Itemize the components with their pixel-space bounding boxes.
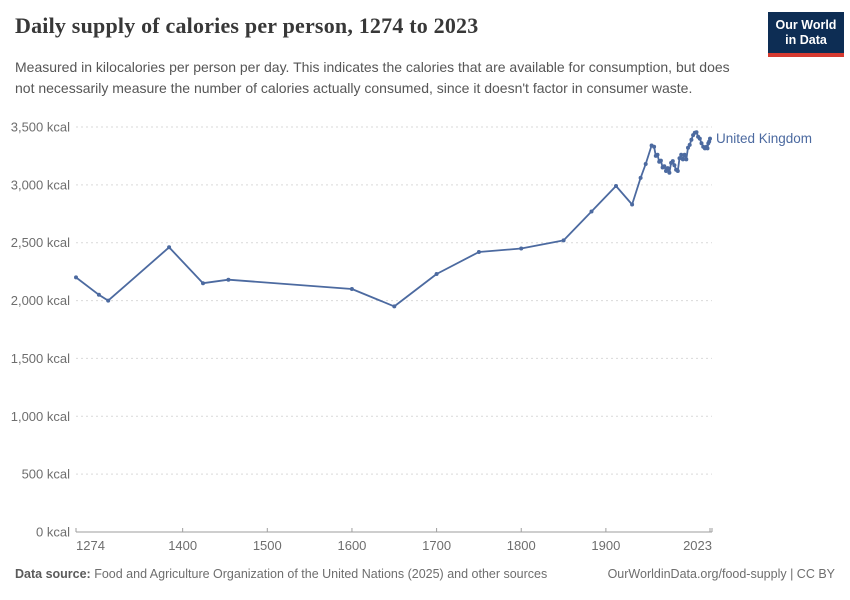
footer-credit-link[interactable]: OurWorldinData.org/food-supply | CC BY (607, 567, 835, 581)
data-point[interactable] (614, 184, 618, 188)
chart-subtitle: Measured in kilocalories per person per … (15, 59, 730, 96)
y-axis-tick-label: 3,500 kcal (11, 120, 70, 135)
data-point[interactable] (672, 163, 677, 168)
data-point[interactable] (655, 152, 660, 157)
data-point[interactable] (589, 209, 594, 214)
data-point[interactable] (106, 298, 111, 303)
data-point[interactable] (697, 136, 702, 141)
data-point[interactable] (665, 166, 670, 171)
data-point[interactable] (686, 145, 690, 150)
y-axis-tick-label: 3,000 kcal (11, 177, 70, 192)
x-axis-tick-label: 1700 (422, 538, 451, 553)
data-point[interactable] (679, 152, 684, 157)
data-point[interactable] (694, 130, 699, 135)
data-point[interactable] (519, 246, 524, 251)
owid-logo[interactable]: Our World in Data (768, 12, 844, 57)
data-point[interactable] (561, 238, 566, 243)
y-axis-tick-label: 1,000 kcal (11, 409, 70, 424)
data-point[interactable] (664, 169, 668, 173)
data-point[interactable] (680, 157, 685, 162)
data-point[interactable] (684, 157, 689, 162)
x-axis-tick-label: 1800 (507, 538, 536, 553)
x-axis-tick-label: 1900 (591, 538, 620, 553)
data-point[interactable] (689, 137, 694, 142)
x-axis-tick-label: 1400 (168, 538, 197, 553)
data-source-note: Data source: Food and Agriculture Organi… (15, 567, 547, 581)
data-point[interactable] (630, 202, 635, 207)
data-point[interactable] (638, 175, 643, 180)
data-point[interactable] (643, 162, 648, 166)
y-axis-tick-label: 2,000 kcal (11, 293, 70, 308)
y-axis-tick-label: 0 kcal (36, 525, 70, 540)
page-title: Daily supply of calories per person, 127… (15, 13, 479, 38)
data-point[interactable] (434, 272, 439, 276)
y-axis-tick-label: 500 kcal (22, 467, 71, 482)
data-point[interactable] (677, 156, 682, 161)
x-axis-tick-label: 1500 (253, 538, 282, 553)
data-series-line[interactable] (75, 131, 711, 308)
owid-logo-line2: in Data (785, 33, 827, 47)
data-point[interactable] (201, 281, 205, 286)
data-source-label: Data source: (15, 567, 91, 581)
data-point[interactable] (652, 144, 657, 149)
data-point[interactable] (476, 250, 481, 254)
x-axis-tick-label: 2023 (683, 538, 712, 553)
x-axis-tick-label: 1274 (76, 538, 105, 553)
data-point[interactable] (392, 304, 397, 309)
series-end-label[interactable]: United Kingdom (716, 131, 812, 146)
y-axis-tick-label: 2,500 kcal (11, 235, 70, 250)
data-source-text: Food and Agriculture Organization of the… (90, 567, 548, 581)
data-point[interactable] (167, 245, 172, 250)
data-point[interactable] (658, 158, 663, 163)
data-point[interactable] (667, 170, 672, 175)
data-point[interactable] (96, 292, 101, 297)
data-point[interactable] (74, 275, 78, 280)
data-point[interactable] (705, 146, 710, 151)
data-point[interactable] (670, 159, 675, 164)
data-point[interactable] (699, 141, 704, 146)
data-point[interactable] (226, 277, 231, 282)
data-point[interactable] (662, 164, 667, 169)
y-axis-tick-label: 1,500 kcal (11, 351, 70, 366)
owid-logo-line1: Our World (775, 18, 837, 32)
data-point[interactable] (349, 287, 354, 291)
data-point[interactable] (708, 136, 712, 141)
data-point[interactable] (675, 169, 680, 173)
x-axis-tick-label: 1600 (337, 538, 366, 553)
footer: Data source: Food and Agriculture Organi… (15, 567, 835, 581)
data-point[interactable] (687, 142, 692, 147)
data-point[interactable] (682, 152, 687, 157)
